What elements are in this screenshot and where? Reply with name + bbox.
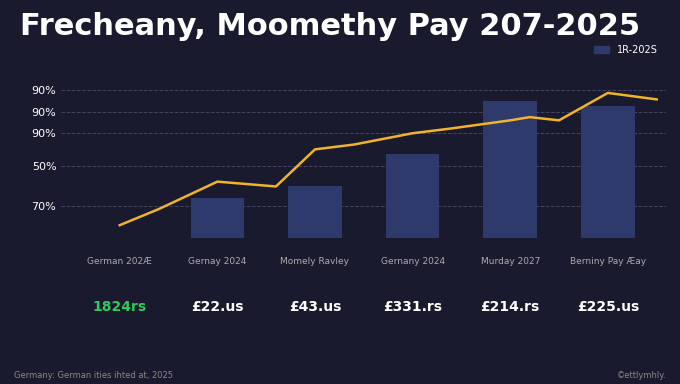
- Legend: 1R-202S: 1R-202S: [590, 41, 662, 59]
- Bar: [288, 187, 342, 238]
- Bar: [483, 101, 537, 238]
- Text: ©ettlymhly.: ©ettlymhly.: [617, 371, 666, 380]
- Text: Berniny Pay Æay: Berniny Pay Æay: [570, 257, 646, 266]
- Bar: [581, 106, 634, 238]
- Text: Gernay 2024: Gernay 2024: [188, 257, 247, 266]
- Text: £43.us: £43.us: [289, 300, 341, 313]
- Text: Germany: German ities ihted at, 2025: Germany: German ities ihted at, 2025: [14, 371, 173, 380]
- Text: 1824rs: 1824rs: [92, 300, 147, 313]
- Text: £331.rs: £331.rs: [383, 300, 442, 313]
- Text: £214.rs: £214.rs: [481, 300, 540, 313]
- Text: Murday 2027: Murday 2027: [481, 257, 540, 266]
- Text: Frecheany, Moomethy Pay 207-2025: Frecheany, Moomethy Pay 207-2025: [20, 12, 641, 41]
- Text: £225.us: £225.us: [577, 300, 639, 313]
- Text: Gernany 2024: Gernany 2024: [381, 257, 445, 266]
- Bar: [386, 154, 439, 238]
- Bar: [190, 198, 244, 238]
- Text: Momely Ravley: Momely Ravley: [280, 257, 350, 266]
- Text: £22.us: £22.us: [191, 300, 243, 313]
- Text: German 202Æ: German 202Æ: [87, 257, 152, 266]
